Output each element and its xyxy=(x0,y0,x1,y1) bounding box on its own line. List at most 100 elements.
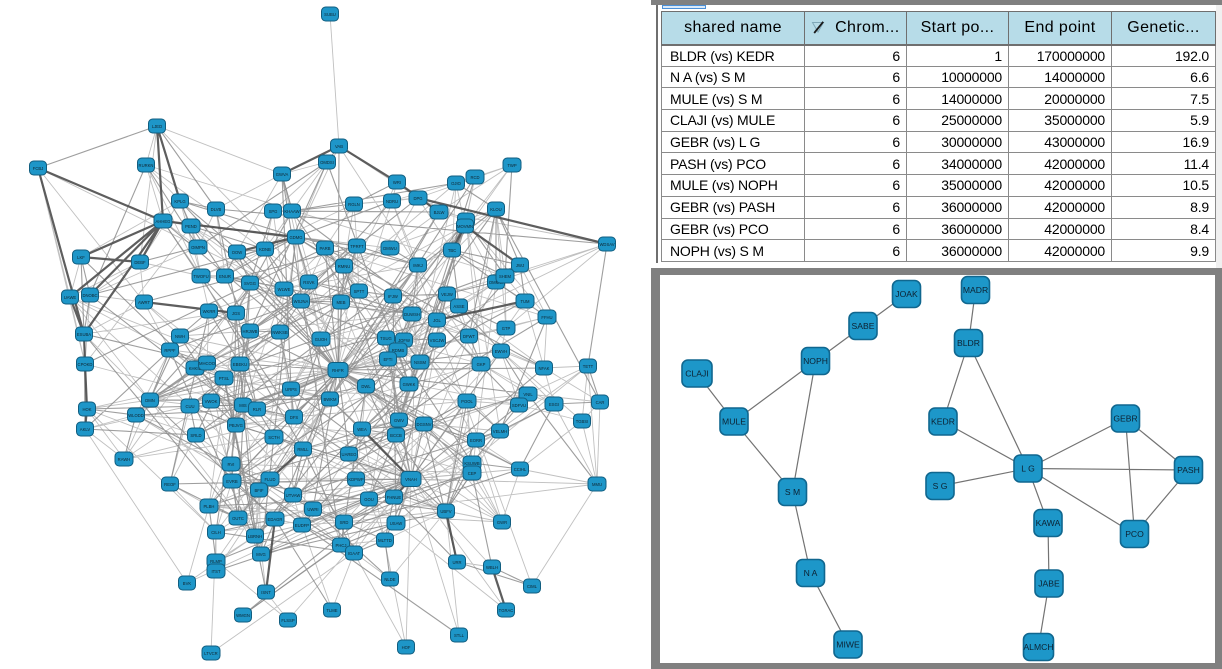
svg-text:GEBR: GEBR xyxy=(1113,414,1137,424)
svg-text:AWRT: AWRT xyxy=(138,300,151,305)
svg-text:GWV: GWV xyxy=(394,418,404,423)
svg-text:HOF: HOF xyxy=(402,645,411,650)
svg-text:RVI: RVI xyxy=(228,462,235,467)
svg-text:RMLL: RMLL xyxy=(297,447,309,452)
svg-text:MHCOO: MHCOO xyxy=(199,361,216,366)
svg-text:EORR: EORR xyxy=(470,438,482,443)
svg-text:PASH: PASH xyxy=(1177,465,1200,475)
svg-text:NOPH: NOPH xyxy=(803,356,828,366)
svg-text:KDNB: KDNB xyxy=(259,247,271,252)
svg-text:MVG: MVG xyxy=(256,552,266,557)
svg-text:LKF: LKF xyxy=(77,255,85,260)
svg-text:OJIO: OJIO xyxy=(451,181,462,186)
svg-text:NFAK: NFAK xyxy=(539,366,550,371)
svg-text:BWKM: BWKM xyxy=(323,397,337,402)
svg-text:RMNU: RMNU xyxy=(338,264,351,269)
svg-text:EFTI: EFTI xyxy=(383,357,392,362)
svg-text:ISNT: ISNT xyxy=(261,590,271,595)
svg-text:MADR: MADR xyxy=(963,285,988,295)
svg-text:RURKN: RURKN xyxy=(139,163,154,168)
svg-text:CEP: CEP xyxy=(468,471,477,476)
svg-text:AHHEG: AHHEG xyxy=(156,219,171,224)
svg-text:WKRR: WKRR xyxy=(203,309,216,314)
svg-text:ALMCH: ALMCH xyxy=(1023,642,1053,652)
svg-text:TGBSI: TGBSI xyxy=(576,419,589,424)
svg-text:UAREO: UAREO xyxy=(342,452,358,457)
svg-text:CILH: CILH xyxy=(211,530,221,535)
svg-text:DFWT: DFWT xyxy=(463,334,476,339)
svg-text:VSCJW: VSCJW xyxy=(430,338,445,343)
svg-text:UBFV: UBFV xyxy=(440,509,451,514)
svg-text:BVK: BVK xyxy=(183,581,192,586)
svg-text:WEA: WEA xyxy=(357,427,367,432)
svg-text:PCO: PCO xyxy=(1125,529,1144,539)
svg-text:DPG: DPG xyxy=(413,196,422,201)
svg-text:TWOFU: TWOFU xyxy=(193,274,208,279)
svg-text:DMWU: DMWU xyxy=(383,246,397,251)
svg-text:CIML: CIML xyxy=(527,584,538,589)
svg-text:WBLH: WBLH xyxy=(486,565,498,570)
svg-text:JWJ: JWJ xyxy=(516,263,524,268)
svg-text:SHEM: SHEM xyxy=(499,274,512,279)
svg-text:RGLN: RGLN xyxy=(348,202,360,207)
svg-text:RLR: RLR xyxy=(253,407,261,412)
svg-text:RHFR: RHFR xyxy=(332,368,344,373)
svg-text:BCCB: BCCB xyxy=(390,433,402,438)
svg-text:UAWE: UAWE xyxy=(64,295,77,300)
svg-text:UTVAW: UTVAW xyxy=(286,493,301,498)
svg-text:CAR: CAR xyxy=(596,400,605,405)
svg-text:GKP: GKP xyxy=(477,362,486,367)
svg-text:DWL: DWL xyxy=(361,384,371,389)
svg-text:SCTH: SCTH xyxy=(268,435,279,440)
svg-text:RDMB: RDMB xyxy=(392,348,405,353)
svg-text:EWVH: EWVH xyxy=(495,349,508,354)
svg-text:POOL: POOL xyxy=(461,399,473,404)
svg-text:TETT: TETT xyxy=(583,364,594,369)
svg-text:GWR: GWR xyxy=(497,520,507,525)
svg-text:BLDR: BLDR xyxy=(957,338,980,348)
svg-text:PTSL: PTSL xyxy=(219,376,230,381)
svg-text:EVRB: EVRB xyxy=(226,479,238,484)
svg-text:FLUD: FLUD xyxy=(265,477,276,482)
svg-text:DEBF: DEBF xyxy=(134,260,146,265)
svg-text:RAWH: RAWH xyxy=(118,457,131,462)
svg-text:NDRU: NDRU xyxy=(386,199,398,204)
svg-text:USAW: USAW xyxy=(390,521,402,526)
svg-text:SABE: SABE xyxy=(852,321,875,331)
svg-text:GOU: GOU xyxy=(364,497,374,502)
svg-text:SRLD: SRLD xyxy=(190,433,201,438)
svg-text:ASSE: ASSE xyxy=(453,304,464,309)
svg-text:VNIL: VNIL xyxy=(523,392,533,397)
svg-text:HRJWB: HRJWB xyxy=(243,329,258,334)
svg-text:IFJW: IFJW xyxy=(388,294,398,299)
svg-text:VAB: VAB xyxy=(335,144,343,149)
svg-text:GWVA: GWVA xyxy=(276,172,289,177)
svg-text:WMGN: WMGN xyxy=(236,613,250,618)
svg-text:GWKK: GWKK xyxy=(403,382,416,387)
svg-text:SVGG: SVGG xyxy=(244,281,256,286)
svg-text:KSUWB: KSUWB xyxy=(464,461,480,466)
svg-text:LTVCR: LTVCR xyxy=(204,651,217,656)
svg-text:IMKJ: IMKJ xyxy=(413,263,423,268)
svg-text:JABE: JABE xyxy=(1038,579,1060,589)
svg-text:GUOH: GUOH xyxy=(315,337,328,342)
svg-text:MLTTD: MLTTD xyxy=(378,538,392,543)
svg-text:LBRNH: LBRNH xyxy=(248,534,262,539)
svg-text:L G: L G xyxy=(1021,464,1035,474)
svg-text:TBC: TBC xyxy=(448,248,456,253)
svg-text:FHNUE: FHNUE xyxy=(387,495,402,500)
svg-text:CPOKD: CPOKD xyxy=(78,362,93,367)
svg-text:TUM: TUM xyxy=(520,299,530,304)
svg-text:JGS: JGS xyxy=(232,311,240,316)
svg-text:CCIHL: CCIHL xyxy=(514,467,527,472)
svg-text:PBJVG: PBJVG xyxy=(229,423,243,428)
svg-text:PARB: PARB xyxy=(319,246,330,251)
svg-text:WRI: WRI xyxy=(393,180,401,185)
svg-text:RCD: RCD xyxy=(470,175,479,180)
svg-text:MOVMN: MOVMN xyxy=(457,224,473,229)
svg-text:PEND: PEND xyxy=(185,224,197,229)
svg-text:SPG: SPG xyxy=(269,209,278,214)
svg-text:OMMW: OMMW xyxy=(489,280,503,285)
svg-text:DGSNV: DGSNV xyxy=(417,422,432,427)
svg-text:BJLW: BJLW xyxy=(434,210,445,215)
